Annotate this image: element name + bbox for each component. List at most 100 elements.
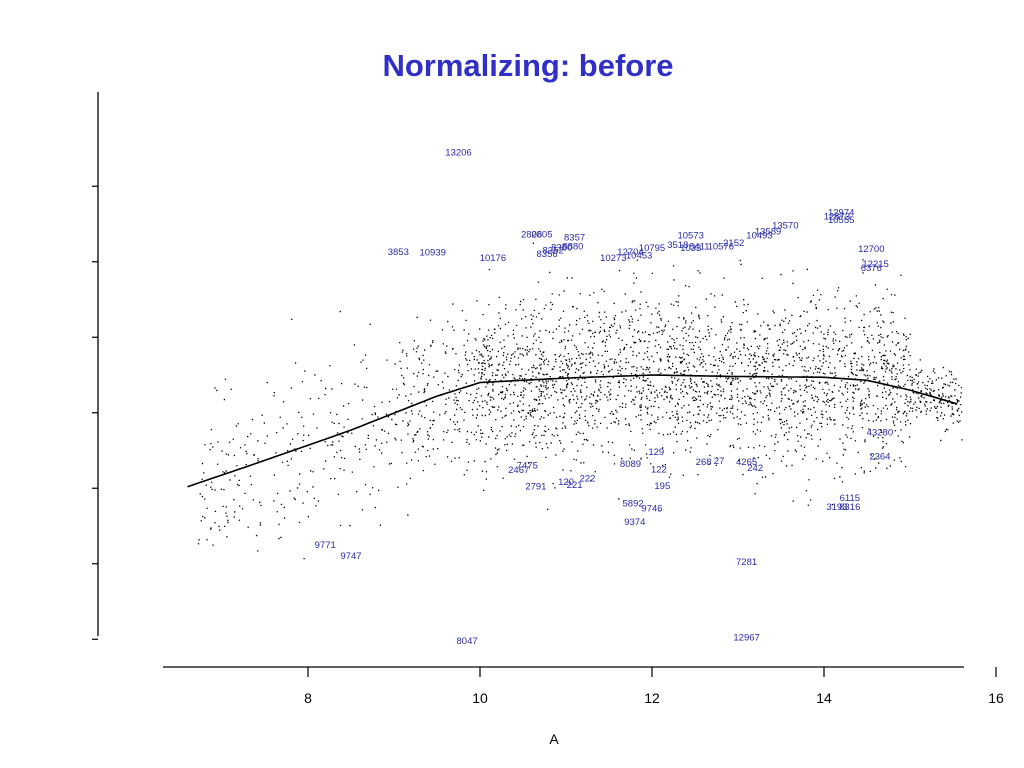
labeled-point-8089: 8089: [620, 459, 641, 470]
point-label: 2805: [531, 230, 552, 241]
labeled-point-8316: 8316: [839, 502, 860, 513]
point-label: 12873: [824, 211, 850, 222]
point-label: 2364: [869, 452, 890, 463]
x-tick-label-10: 10: [472, 690, 488, 706]
labeled-point-195: 195: [654, 481, 670, 492]
labeled-point-242: 242: [747, 463, 763, 474]
labeled-point-12873: 12873: [824, 211, 850, 222]
point-label: 9747: [340, 551, 361, 562]
point-label: 12700: [858, 244, 884, 255]
labeled-point-12967: 12967: [733, 633, 759, 644]
point-label: 8880: [562, 242, 583, 253]
labeled-point-10176: 10176: [480, 253, 506, 264]
labeled-point-12704: 12704: [617, 247, 643, 258]
point-label: 12704: [617, 247, 643, 258]
point-label: 1033: [680, 243, 701, 254]
labeled-point-8880: 8880: [562, 242, 583, 253]
labeled-point-13589: 13589: [755, 227, 781, 238]
point-label: 5892: [623, 498, 644, 509]
labeled-point-120: 120: [558, 477, 574, 488]
labeled-point-10555: 10555: [828, 215, 854, 226]
labeled-point-5892: 5892: [623, 498, 644, 509]
point-label: 120: [558, 477, 574, 488]
point-label: 3518: [667, 240, 688, 251]
point-label: 3193: [826, 502, 847, 513]
y-axis: [92, 92, 99, 640]
labeled-point-7281: 7281: [736, 557, 757, 568]
point-label: 8352: [543, 245, 564, 256]
labeled-point-10939: 10939: [419, 248, 445, 259]
labeled-point-12215: 12215: [862, 259, 888, 270]
point-label: 43280: [867, 427, 893, 438]
labeled-point-10573: 10573: [677, 230, 703, 241]
point-label: 13589: [755, 227, 781, 238]
x-tick-label-8: 8: [304, 690, 312, 706]
point-label: 8047: [457, 636, 478, 647]
labeled-point-9747: 9747: [340, 551, 361, 562]
x-tick-label-14: 14: [816, 690, 832, 706]
labeled-point-10795: 10795: [639, 243, 665, 254]
labeled-point-8356: 8356: [537, 249, 558, 260]
point-label: 242: [747, 463, 763, 474]
point-label: 10453: [626, 251, 652, 262]
point-label: 221: [567, 480, 583, 491]
point-label: 2152: [723, 238, 744, 249]
point-label: 12974: [828, 208, 854, 219]
point-label: 10493: [746, 230, 772, 241]
point-label: 129: [648, 447, 664, 458]
point-label: 4265: [736, 457, 757, 468]
point-label: 10573: [677, 230, 703, 241]
x-tick-label-16: 16: [988, 690, 1004, 706]
labeled-point-3853: 3853: [388, 247, 409, 258]
labeled-point-2791: 2791: [525, 482, 546, 493]
labeled-point-13206: 13206: [445, 147, 471, 158]
point-label: 9771: [315, 540, 336, 551]
labeled-point-7475: 7475: [517, 461, 538, 472]
point-label: 8316: [839, 502, 860, 513]
x-tick-label-12: 12: [644, 690, 660, 706]
point-label: 8357: [564, 233, 585, 244]
labeled-point-4265: 4265: [736, 457, 757, 468]
labeled-point-3193: 3193: [826, 502, 847, 513]
labeled-point-6376: 6376: [861, 263, 882, 274]
labeled-point-2152: 2152: [723, 238, 744, 249]
point-label: 8089: [620, 459, 641, 470]
point-label: 7475: [517, 461, 538, 472]
point-label: 13206: [445, 147, 471, 158]
labeled-point-10453: 10453: [626, 251, 652, 262]
labeled-point-9374: 9374: [624, 517, 645, 528]
labeled-point-8047: 8047: [457, 636, 478, 647]
point-label: 9374: [624, 517, 645, 528]
labeled-point-8350: 8350: [551, 242, 572, 253]
labeled-point-3518: 3518: [667, 240, 688, 251]
labeled-point-10493: 10493: [746, 230, 772, 241]
labeled-point-9746: 9746: [641, 504, 662, 515]
labeled-point-222: 222: [580, 473, 596, 484]
x-axis: 8 10 12 14 16: [163, 666, 1004, 706]
point-label: 6376: [861, 263, 882, 274]
point-label: 3853: [388, 247, 409, 258]
labeled-point-12700: 12700: [858, 244, 884, 255]
point-label: 10273: [600, 253, 626, 264]
point-label: 10555: [828, 215, 854, 226]
labeled-point-13570: 13570: [772, 221, 798, 232]
point-label: 13570: [772, 221, 798, 232]
point-label: 222: [580, 473, 596, 484]
point-label: 12967: [733, 633, 759, 644]
labeled-point-1033: 1033: [680, 243, 701, 254]
labeled-point-8411: 8411: [689, 242, 709, 253]
labeled-point-27: 27: [714, 456, 725, 467]
point-label: 10795: [639, 243, 665, 254]
point-label: 10176: [480, 253, 506, 264]
point-label: 8356: [537, 249, 558, 260]
point-label: 122: [651, 464, 667, 475]
labeled-point-10273: 10273: [600, 253, 626, 264]
x-axis-title: A: [549, 731, 559, 747]
point-label: 10576: [708, 242, 734, 253]
point-label: 268: [696, 457, 712, 468]
point-label: 195: [654, 481, 670, 492]
point-label: 8411: [689, 242, 709, 253]
labeled-point-10576: 10576: [708, 242, 734, 253]
labeled-point-2467: 2467: [508, 465, 529, 476]
